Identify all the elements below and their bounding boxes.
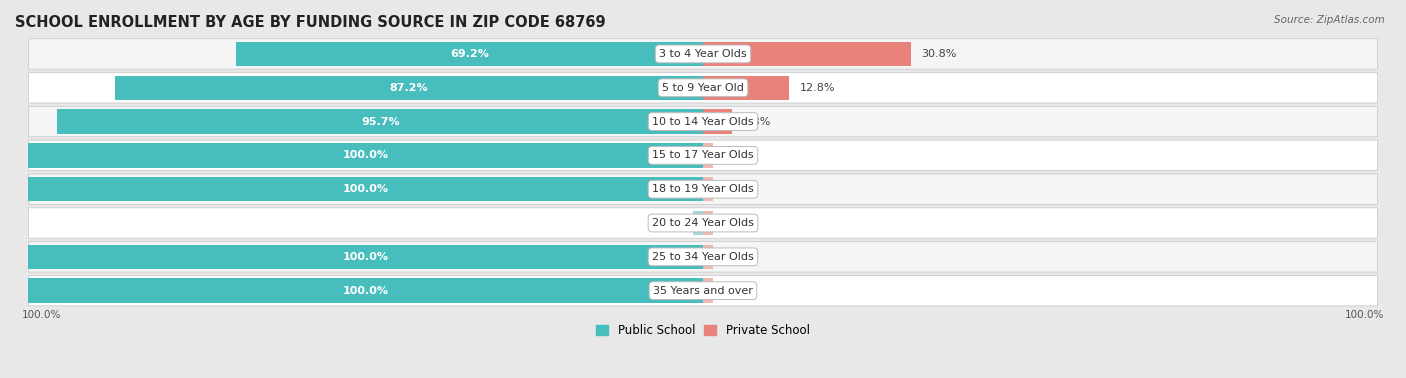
Text: 15 to 17 Year Olds: 15 to 17 Year Olds: [652, 150, 754, 160]
Text: 0.0%: 0.0%: [723, 184, 751, 194]
Bar: [693, 211, 703, 235]
Bar: [236, 42, 703, 66]
Text: 69.2%: 69.2%: [450, 49, 489, 59]
Bar: [703, 245, 713, 269]
Bar: [703, 211, 713, 235]
FancyBboxPatch shape: [28, 276, 1378, 306]
Text: 100.0%: 100.0%: [343, 150, 388, 160]
Text: 0.0%: 0.0%: [723, 150, 751, 160]
Bar: [28, 245, 703, 269]
Text: 0.0%: 0.0%: [723, 218, 751, 228]
FancyBboxPatch shape: [28, 208, 1378, 238]
Text: 95.7%: 95.7%: [361, 116, 399, 127]
Text: 4.3%: 4.3%: [742, 116, 770, 127]
Text: 3 to 4 Year Olds: 3 to 4 Year Olds: [659, 49, 747, 59]
Text: 30.8%: 30.8%: [921, 49, 956, 59]
Text: 0.0%: 0.0%: [723, 252, 751, 262]
Bar: [115, 76, 703, 100]
Bar: [703, 143, 713, 167]
FancyBboxPatch shape: [28, 39, 1378, 69]
Text: 10 to 14 Year Olds: 10 to 14 Year Olds: [652, 116, 754, 127]
Text: SCHOOL ENROLLMENT BY AGE BY FUNDING SOURCE IN ZIP CODE 68769: SCHOOL ENROLLMENT BY AGE BY FUNDING SOUR…: [15, 15, 606, 30]
Text: 12.8%: 12.8%: [800, 83, 835, 93]
Text: 100.0%: 100.0%: [21, 310, 60, 320]
Legend: Public School, Private School: Public School, Private School: [592, 319, 814, 342]
Text: 5 to 9 Year Old: 5 to 9 Year Old: [662, 83, 744, 93]
Text: 0.0%: 0.0%: [723, 286, 751, 296]
FancyBboxPatch shape: [28, 106, 1378, 137]
Bar: [58, 109, 703, 134]
Bar: [28, 143, 703, 167]
FancyBboxPatch shape: [28, 174, 1378, 204]
Bar: [703, 177, 713, 201]
Text: 25 to 34 Year Olds: 25 to 34 Year Olds: [652, 252, 754, 262]
FancyBboxPatch shape: [28, 73, 1378, 103]
Bar: [703, 109, 733, 134]
Text: 35 Years and over: 35 Years and over: [652, 286, 754, 296]
Bar: [28, 177, 703, 201]
Text: 100.0%: 100.0%: [343, 184, 388, 194]
Text: 100.0%: 100.0%: [343, 286, 388, 296]
Text: 87.2%: 87.2%: [389, 83, 429, 93]
FancyBboxPatch shape: [28, 140, 1378, 170]
Text: 20 to 24 Year Olds: 20 to 24 Year Olds: [652, 218, 754, 228]
Text: 0.0%: 0.0%: [655, 218, 683, 228]
Bar: [703, 42, 911, 66]
Bar: [703, 76, 789, 100]
Text: 100.0%: 100.0%: [1346, 310, 1385, 320]
Text: 18 to 19 Year Olds: 18 to 19 Year Olds: [652, 184, 754, 194]
Bar: [703, 279, 713, 303]
Text: Source: ZipAtlas.com: Source: ZipAtlas.com: [1274, 15, 1385, 25]
Text: 100.0%: 100.0%: [343, 252, 388, 262]
FancyBboxPatch shape: [28, 242, 1378, 272]
Bar: [28, 279, 703, 303]
